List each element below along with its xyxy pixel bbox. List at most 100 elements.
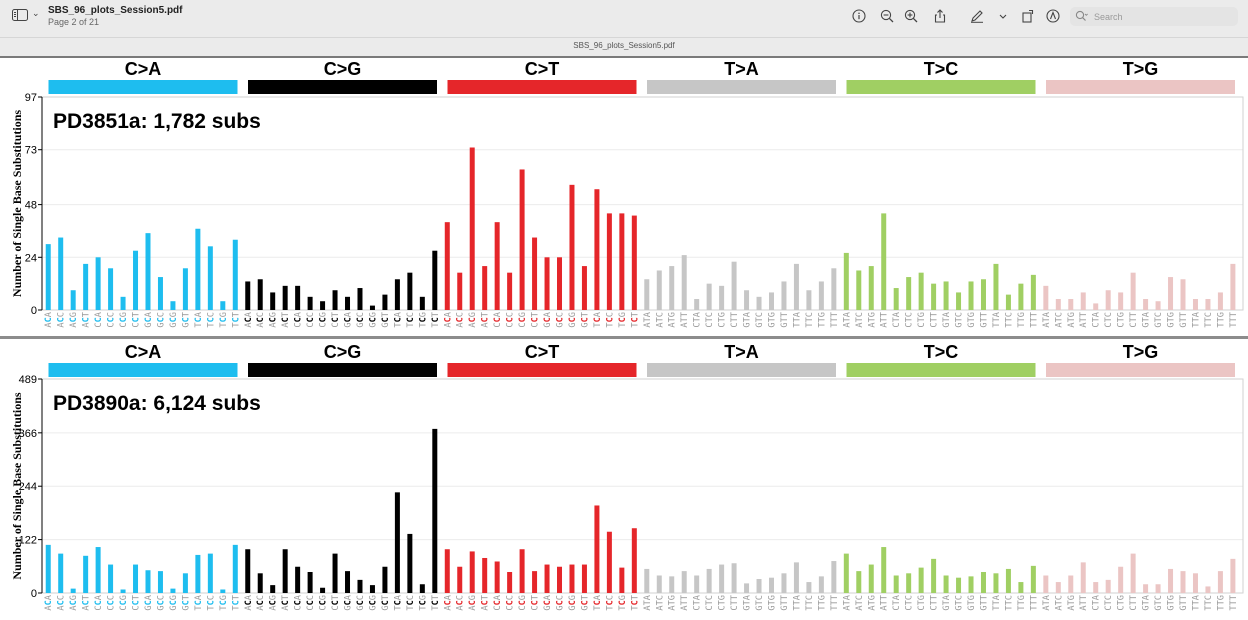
chevron-down-icon[interactable] xyxy=(996,9,1010,23)
context-base: T xyxy=(792,317,802,322)
context-base: C xyxy=(1004,312,1014,317)
context-base: T xyxy=(431,595,441,600)
context-base: C xyxy=(605,595,615,600)
context-base: T xyxy=(830,595,840,600)
context-base: A xyxy=(269,605,279,611)
context-base: T xyxy=(755,600,765,605)
share-icon[interactable] xyxy=(933,9,947,23)
context-base: T xyxy=(1079,600,1089,605)
search-field[interactable] xyxy=(1070,7,1238,26)
context-label: CCC xyxy=(306,312,316,328)
context-base: G xyxy=(368,605,378,610)
zoom-out-icon[interactable] xyxy=(880,9,894,23)
context-base: T xyxy=(1179,317,1189,322)
bar-c-to-a xyxy=(70,588,76,593)
context-label: ACG xyxy=(468,312,478,328)
bar-c-to-t xyxy=(606,213,612,310)
context-base: C xyxy=(107,317,117,322)
context-base: T xyxy=(855,317,865,322)
chart-panel-2: 0 122 244 366 489 Number of Single Base Subst… xyxy=(10,342,1244,611)
bar-c-to-g xyxy=(270,585,276,593)
context-base: T xyxy=(580,312,590,317)
context-label: TCA xyxy=(393,311,403,327)
context-base: C xyxy=(580,317,590,322)
context-base: A xyxy=(1042,311,1052,317)
context-base: A xyxy=(1067,322,1077,328)
bar-t-to-c xyxy=(943,281,949,310)
info-icon[interactable] xyxy=(852,9,866,23)
bar-c-to-t xyxy=(557,566,563,593)
bar-t-to-a xyxy=(694,299,700,310)
context-base: C xyxy=(156,595,166,600)
annotate-circle-icon[interactable] xyxy=(1046,9,1060,23)
context-label: TTA xyxy=(992,594,1002,610)
context-base: T xyxy=(992,317,1002,322)
search-input[interactable] xyxy=(1094,9,1234,24)
context-label: GTA xyxy=(1142,594,1152,610)
bar-c-to-t xyxy=(544,257,550,310)
bar-c-to-g xyxy=(245,549,251,593)
context-base: C xyxy=(855,595,865,600)
context-base: G xyxy=(169,605,179,610)
context-base: C xyxy=(344,600,354,605)
bar-t-to-c xyxy=(968,281,974,310)
context-base: C xyxy=(892,322,902,327)
context-base: C xyxy=(730,322,740,327)
context-base: C xyxy=(1129,322,1139,327)
context-base: A xyxy=(1092,311,1102,317)
context-base: C xyxy=(481,600,491,605)
bar-c-to-t xyxy=(482,557,488,593)
sidebar-toggle-icon[interactable] xyxy=(12,9,28,21)
context-label: CTA xyxy=(892,311,902,327)
context-base: A xyxy=(468,322,478,328)
context-base: T xyxy=(905,600,915,605)
context-label: TCC xyxy=(406,312,416,328)
context-label: GTA xyxy=(942,594,952,610)
context-label: GCA xyxy=(144,311,154,327)
context-base: C xyxy=(406,595,416,600)
context-label: ATG xyxy=(1067,312,1077,328)
context-base: G xyxy=(219,312,229,317)
bar-t-to-g xyxy=(1093,303,1099,310)
bar-c-to-t xyxy=(507,571,513,593)
context-base: C xyxy=(531,322,541,327)
context-label: CTG xyxy=(917,312,927,328)
context-base: T xyxy=(381,595,391,600)
context-label: GCC xyxy=(156,595,166,611)
context-base: T xyxy=(830,317,840,322)
bar-t-to-c xyxy=(906,573,912,593)
context-base: T xyxy=(531,595,541,600)
context-base: C xyxy=(169,600,179,605)
context-base: A xyxy=(393,311,403,317)
context-base: G xyxy=(955,322,965,327)
context-base: A xyxy=(942,594,952,600)
context-base: T xyxy=(792,605,802,610)
context-label: TCC xyxy=(605,595,615,611)
context-base: A xyxy=(443,605,453,611)
context-base: A xyxy=(344,594,354,600)
bar-c-to-a xyxy=(133,564,139,593)
bar-t-to-a xyxy=(719,285,725,310)
context-base: C xyxy=(481,317,491,322)
bar-t-to-g xyxy=(1118,292,1124,310)
context-base: T xyxy=(1029,605,1039,610)
context-base: A xyxy=(643,322,653,328)
rotate-icon[interactable] xyxy=(1021,9,1035,23)
markup-pen-icon[interactable] xyxy=(970,9,984,23)
bar-c-to-g xyxy=(432,428,438,593)
context-label: ACG xyxy=(468,595,478,611)
context-base: A xyxy=(1079,322,1089,328)
bar-c-to-a xyxy=(207,246,213,310)
context-base: T xyxy=(705,317,715,322)
sidebar-chevron-icon[interactable]: ⌄ xyxy=(32,8,40,18)
context-label: CTA xyxy=(693,311,703,327)
context-base: G xyxy=(942,322,952,327)
bar-c-to-t xyxy=(631,215,637,310)
context-base: C xyxy=(755,595,765,600)
mutation-type-band xyxy=(846,363,1036,377)
context-base: C xyxy=(456,595,466,600)
context-base: C xyxy=(344,317,354,322)
bar-c-to-t xyxy=(494,561,500,593)
context-label: GTG xyxy=(967,312,977,328)
zoom-in-icon[interactable] xyxy=(904,9,918,23)
